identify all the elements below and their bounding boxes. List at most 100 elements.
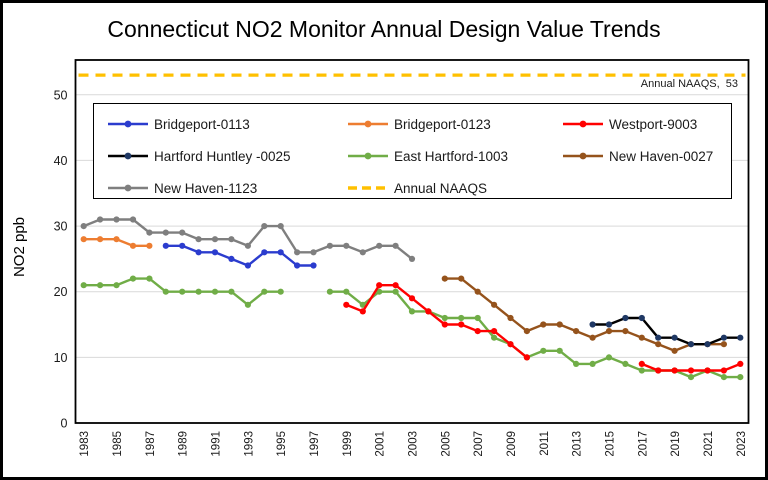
legend: Bridgeport-0113 Bridgeport-0123 Westport-9… xyxy=(93,103,732,199)
data-point xyxy=(605,354,613,361)
x-tick-label: 2009 xyxy=(506,431,518,457)
data-point xyxy=(211,288,219,295)
data-point xyxy=(376,282,383,289)
x-tick-label: 1985 xyxy=(112,431,124,457)
x-tick-label: 2001 xyxy=(375,431,387,457)
x-tick-label: 1987 xyxy=(145,431,157,457)
naaqs-annotation: Annual NAAQS, 53 xyxy=(640,78,738,90)
data-point xyxy=(261,249,268,256)
data-point xyxy=(720,334,728,341)
legend-label: New Haven-0027 xyxy=(609,148,714,164)
legend-label: East Hartford-1003 xyxy=(394,148,509,164)
x-tick-label: 1983 xyxy=(79,431,91,457)
legend-line-marker-icon xyxy=(108,120,148,128)
data-point xyxy=(294,249,301,256)
data-point xyxy=(458,314,465,322)
data-point xyxy=(129,216,137,223)
data-point xyxy=(687,341,695,348)
data-point xyxy=(638,334,645,341)
data-point xyxy=(179,229,186,236)
data-point xyxy=(491,328,498,335)
x-tick-label: 2011 xyxy=(539,431,551,456)
data-point xyxy=(146,275,153,282)
data-point xyxy=(392,242,399,249)
data-point xyxy=(228,236,235,243)
data-point xyxy=(638,367,645,374)
data-point xyxy=(474,328,481,335)
legend-entry-New-Haven-0027: New Haven-0027 xyxy=(562,143,713,169)
legend-line-marker-icon xyxy=(348,152,388,160)
data-point xyxy=(441,275,448,282)
legend-dashed-line-icon xyxy=(348,186,388,190)
data-point xyxy=(211,236,219,243)
data-point xyxy=(392,288,399,295)
y-tick-label: 0 xyxy=(61,417,68,431)
data-point xyxy=(589,360,596,367)
legend-entry-Hartford-Huntley--0025: Hartford Huntley -0025 xyxy=(107,143,291,169)
data-point xyxy=(359,301,366,308)
data-point xyxy=(277,249,284,256)
data-point xyxy=(687,367,695,374)
data-point xyxy=(638,314,645,322)
legend-line-marker-icon xyxy=(348,120,388,128)
data-point xyxy=(540,321,547,328)
y-tick-label: 40 xyxy=(54,154,68,168)
data-point xyxy=(655,341,662,348)
data-point xyxy=(195,249,202,256)
x-tick-label: 1993 xyxy=(243,431,255,457)
legend-label: Bridgeport-0123 xyxy=(394,116,491,132)
legend-entry-Westport-9003: Westport-9003 xyxy=(562,111,697,137)
y-tick-label: 50 xyxy=(54,88,68,102)
data-point xyxy=(491,301,498,308)
x-tick-label: 2015 xyxy=(604,431,616,457)
legend-line-marker-icon xyxy=(563,120,603,128)
legend-entry-East-Hartford-1003: East Hartford-1003 xyxy=(347,143,508,169)
legend-entry-New-Haven-1123: New Haven-1123 xyxy=(107,175,257,201)
data-point xyxy=(244,262,251,269)
legend-entry-Bridgeport-0123: Bridgeport-0123 xyxy=(347,111,491,137)
data-point xyxy=(310,262,317,269)
legend-line-marker-icon xyxy=(563,152,603,160)
data-point xyxy=(573,360,580,367)
data-point xyxy=(458,275,465,282)
data-point xyxy=(589,321,596,328)
data-point xyxy=(474,288,481,295)
data-point xyxy=(277,223,284,230)
series-line-Westport-9003 xyxy=(345,284,528,359)
data-point xyxy=(605,321,613,328)
data-point xyxy=(474,314,481,322)
data-point xyxy=(638,360,645,367)
data-point xyxy=(408,255,416,262)
data-point xyxy=(113,236,120,243)
x-tick-label: 2017 xyxy=(637,431,649,457)
x-tick-label: 1989 xyxy=(178,431,190,457)
data-point xyxy=(80,282,87,289)
y-tick-label: 10 xyxy=(54,351,68,365)
x-tick-label: 2007 xyxy=(473,431,485,457)
data-point xyxy=(146,229,153,236)
data-point xyxy=(343,242,350,249)
data-point xyxy=(326,242,333,249)
x-tick-label: 1997 xyxy=(309,431,321,457)
data-point xyxy=(113,216,120,223)
data-point xyxy=(129,275,137,282)
legend-label: Bridgeport-0113 xyxy=(154,116,250,132)
data-point xyxy=(523,354,531,361)
chart-title: Connecticut NO2 Monitor Annual Design Va… xyxy=(107,16,661,42)
data-point xyxy=(556,347,563,354)
data-point xyxy=(113,282,120,289)
data-point xyxy=(343,301,350,308)
data-point xyxy=(671,347,678,354)
data-point xyxy=(556,321,563,328)
data-point xyxy=(129,242,137,249)
series-line-Hartford-Huntley--0025 xyxy=(592,316,741,346)
data-point xyxy=(294,262,301,269)
data-point xyxy=(408,295,416,302)
data-point xyxy=(507,341,514,348)
data-point xyxy=(441,321,448,328)
data-point xyxy=(80,223,87,230)
legend-entry-Bridgeport-0113: Bridgeport-0113 xyxy=(107,111,250,137)
data-point xyxy=(162,242,169,249)
series-line-East-Hartford-1003 xyxy=(329,290,741,379)
